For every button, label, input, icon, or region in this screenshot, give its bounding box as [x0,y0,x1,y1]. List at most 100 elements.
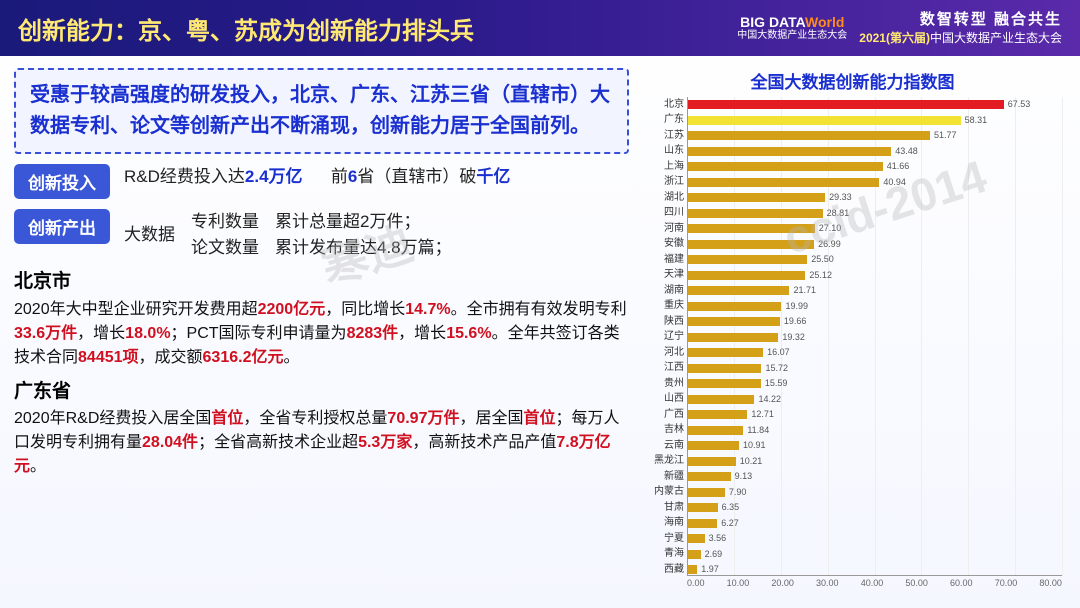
bar-row: 陕西19.66 [688,314,1062,330]
bar-label: 云南 [640,441,684,451]
bar-label: 广西 [640,410,684,420]
bar-label: 海南 [640,518,684,528]
bar [688,333,778,342]
bar-value: 26.99 [818,240,841,249]
bar-value: 51.77 [934,131,957,140]
bar-row: 海南6.27 [688,516,1062,532]
bar [688,503,718,512]
bar-label: 内蒙古 [640,487,684,497]
bar [688,209,823,218]
bar-row: 上海41.66 [688,159,1062,175]
bar [688,100,1004,109]
bar-row: 河南27.10 [688,221,1062,237]
bar-value: 25.50 [811,255,834,264]
bar-label: 新疆 [640,472,684,482]
bar-row: 河北16.07 [688,345,1062,361]
bar [688,472,731,481]
bar-value: 1.97 [701,565,719,574]
bar [688,116,961,125]
bar [688,534,705,543]
bar-row: 江西15.72 [688,361,1062,377]
bar [688,224,815,233]
bar [688,240,814,249]
bar-value: 27.10 [819,224,842,233]
guangdong-block: 广东省 2020年R&D经费投入居全国首位，全省专利授权总量70.97万件，居全… [14,378,629,480]
bar-value: 21.71 [793,286,816,295]
bar-label: 山东 [640,146,684,156]
bar-label: 吉林 [640,425,684,435]
row-output: 创新产出 大数据 专利数量 论文数量 累计总量超2万件； 累计发布量达4.8万篇… [14,209,629,260]
slide-header: 创新能力：京、粤、苏成为创新能力排头兵 BIG DATAWorld 中国大数据产… [0,0,1080,56]
bar-value: 10.21 [740,457,763,466]
bar-value: 7.90 [729,488,747,497]
bar-label: 贵州 [640,379,684,389]
bar-label: 湖北 [640,193,684,203]
xtick: 40.00 [861,578,884,594]
bar-row: 江苏51.77 [688,128,1062,144]
bar-row: 湖南21.71 [688,283,1062,299]
bar-value: 2.69 [705,550,723,559]
bar [688,441,739,450]
bar-label: 广东 [640,115,684,125]
bar-value: 40.94 [883,178,906,187]
bar-row: 内蒙古7.90 [688,485,1062,501]
bar [688,162,883,171]
bar-label: 天津 [640,270,684,280]
bar-row: 湖北29.33 [688,190,1062,206]
bar-value: 19.66 [784,317,807,326]
bar-value: 67.53 [1008,100,1031,109]
bar-value: 3.56 [709,534,727,543]
bar [688,565,697,574]
bar-label: 安徽 [640,239,684,249]
bar-label: 黑龙江 [640,456,684,466]
bar-row: 安徽26.99 [688,237,1062,253]
header-right: BIG DATAWorld 中国大数据产业生态大会 数智转型 融合共生 2021… [737,9,1062,47]
right-column: 全国大数据创新能力指数图 北京67.53广东58.31江苏51.77山东43.4… [639,68,1066,600]
bar-value: 6.27 [721,519,739,528]
bar-row: 广西12.71 [688,407,1062,423]
xtick: 10.00 [727,578,750,594]
bar-row: 贵州15.59 [688,376,1062,392]
bar-row: 北京67.53 [688,97,1062,113]
bar-value: 15.72 [765,364,788,373]
bar [688,364,761,373]
bar-label: 江苏 [640,131,684,141]
bar-label: 上海 [640,162,684,172]
bar-value: 10.91 [743,441,766,450]
bar-value: 28.81 [827,209,850,218]
bar-row: 四川28.81 [688,206,1062,222]
bar [688,255,807,264]
bar-label: 山西 [640,394,684,404]
bar-row: 西藏1.97 [688,562,1062,578]
bar [688,426,743,435]
xtick: 20.00 [771,578,794,594]
bar [688,410,747,419]
bar-label: 宁夏 [640,534,684,544]
badge-output: 创新产出 [14,209,110,244]
bar [688,550,701,559]
bar [688,317,780,326]
bar-label: 福建 [640,255,684,265]
bar [688,519,717,528]
bar-value: 43.48 [895,147,918,156]
bar-value: 19.99 [785,302,808,311]
beijing-block: 北京市 2020年大中型企业研究开发费用超2200亿元，同比增长14.7%。全市… [14,268,629,370]
bar-row: 福建25.50 [688,252,1062,268]
bar-value: 19.32 [782,333,805,342]
summary-box: 受惠于较高强度的研发投入，北京、广东、江苏三省（直辖市）大数据专利、论文等创新产… [14,68,629,154]
bar-value: 15.59 [765,379,788,388]
chart-title: 全国大数据创新能力指数图 [639,68,1066,93]
bar [688,286,789,295]
bar-label: 重庆 [640,301,684,311]
bar-row: 青海2.69 [688,547,1062,563]
xtick: 0.00 [687,578,705,594]
bar-row: 重庆19.99 [688,299,1062,315]
bar-label: 青海 [640,549,684,559]
bar-row: 宁夏3.56 [688,531,1062,547]
bar-row: 吉林11.84 [688,423,1062,439]
bar [688,193,825,202]
xtick: 30.00 [816,578,839,594]
bar-value: 14.22 [758,395,781,404]
event-logo: BIG DATAWorld 中国大数据产业生态大会 [737,15,847,41]
bar [688,147,891,156]
